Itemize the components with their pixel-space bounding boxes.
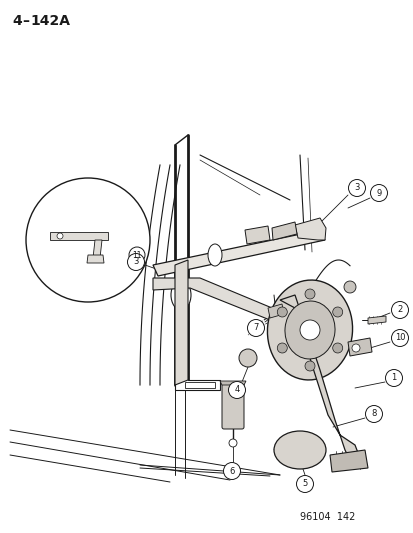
Circle shape xyxy=(247,319,264,336)
Ellipse shape xyxy=(207,244,221,266)
Text: 3: 3 xyxy=(354,183,359,192)
FancyBboxPatch shape xyxy=(221,383,243,429)
Circle shape xyxy=(299,320,319,340)
Text: 3: 3 xyxy=(133,257,138,266)
Text: 4: 4 xyxy=(12,14,22,28)
Text: 142A: 142A xyxy=(30,14,70,28)
Polygon shape xyxy=(50,232,108,240)
Text: 9: 9 xyxy=(375,189,381,198)
Circle shape xyxy=(351,344,359,352)
Polygon shape xyxy=(185,382,214,388)
Text: 2: 2 xyxy=(396,305,402,314)
Ellipse shape xyxy=(267,280,352,380)
Polygon shape xyxy=(244,226,269,244)
Text: 5: 5 xyxy=(301,480,307,489)
Polygon shape xyxy=(153,230,324,276)
Circle shape xyxy=(370,184,387,201)
Polygon shape xyxy=(329,450,367,472)
Polygon shape xyxy=(367,316,385,324)
Text: 6: 6 xyxy=(229,466,234,475)
Circle shape xyxy=(348,180,365,197)
Circle shape xyxy=(304,361,314,371)
Polygon shape xyxy=(175,260,188,385)
Text: 8: 8 xyxy=(370,409,376,418)
Circle shape xyxy=(223,463,240,480)
Polygon shape xyxy=(175,375,219,390)
Text: 96104  142: 96104 142 xyxy=(299,512,354,522)
Circle shape xyxy=(332,343,342,353)
Polygon shape xyxy=(87,255,104,263)
Text: 10: 10 xyxy=(394,334,404,343)
Polygon shape xyxy=(267,304,283,318)
Circle shape xyxy=(304,289,314,299)
Text: 7: 7 xyxy=(253,324,258,333)
Circle shape xyxy=(332,307,342,317)
Circle shape xyxy=(391,329,408,346)
Ellipse shape xyxy=(171,280,190,310)
Circle shape xyxy=(228,382,245,399)
Text: 1: 1 xyxy=(390,374,396,383)
Polygon shape xyxy=(271,222,296,240)
Circle shape xyxy=(391,302,408,319)
Ellipse shape xyxy=(273,431,325,469)
Circle shape xyxy=(277,343,287,353)
Polygon shape xyxy=(93,240,102,258)
Circle shape xyxy=(127,254,144,271)
Circle shape xyxy=(365,406,382,423)
Circle shape xyxy=(57,233,63,239)
Text: –: – xyxy=(22,14,29,28)
Circle shape xyxy=(129,247,145,263)
Circle shape xyxy=(238,349,256,367)
Polygon shape xyxy=(153,278,324,338)
Circle shape xyxy=(296,475,313,492)
Circle shape xyxy=(385,369,401,386)
Text: 11: 11 xyxy=(132,251,141,260)
Circle shape xyxy=(26,178,150,302)
Text: 4: 4 xyxy=(234,385,239,394)
Polygon shape xyxy=(294,218,325,240)
Circle shape xyxy=(343,281,355,293)
Circle shape xyxy=(277,307,287,317)
Polygon shape xyxy=(219,381,245,385)
Polygon shape xyxy=(279,295,359,462)
Ellipse shape xyxy=(284,301,334,359)
Circle shape xyxy=(228,439,236,447)
Polygon shape xyxy=(347,338,371,356)
